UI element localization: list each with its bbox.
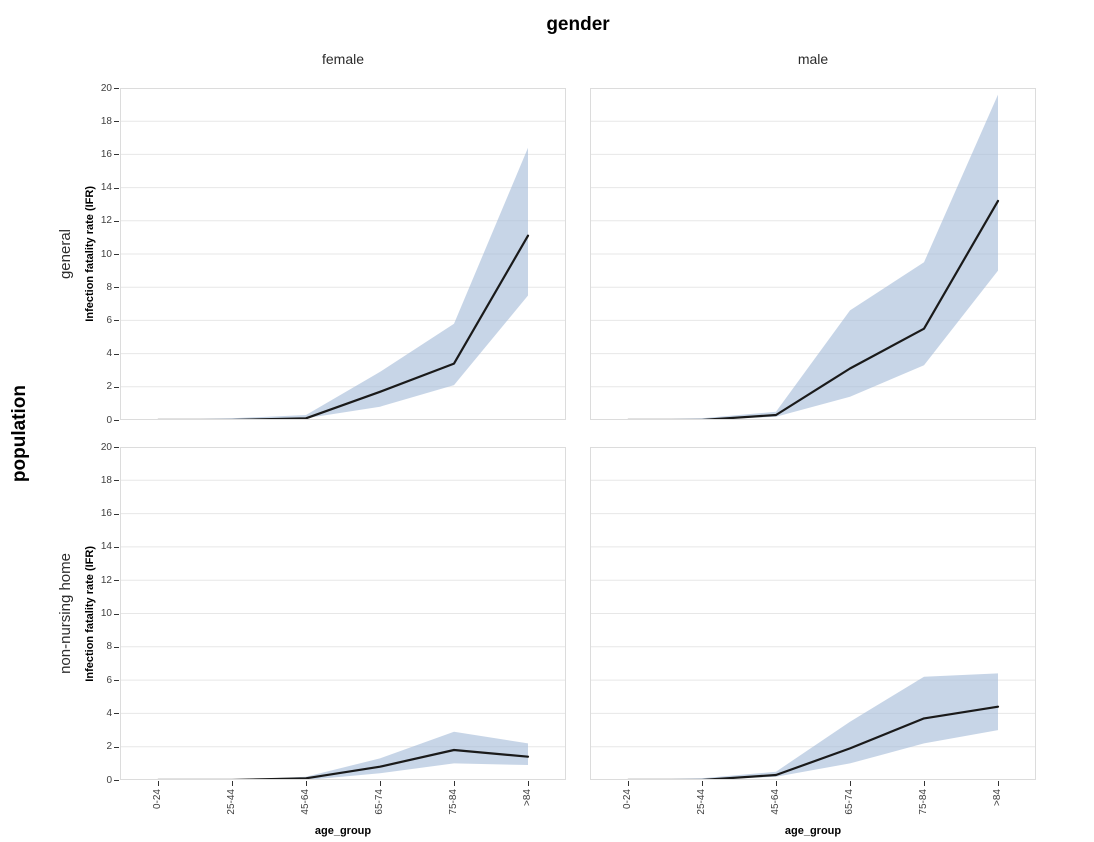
panel-non-nursing-home-male [590, 447, 1036, 780]
y-tick-label: 8 [106, 281, 112, 293]
y-tick-mark [114, 121, 119, 123]
y-tick-mark [114, 88, 119, 89]
x-axis-title-left: age_group [314, 825, 372, 837]
y-tick-label: 0 [106, 774, 112, 786]
x-tick-label: 25-44 [696, 789, 707, 815]
y-tick-mark [114, 254, 119, 255]
x-tick-mark [628, 781, 629, 786]
x-tick-mark [776, 781, 777, 786]
confidence-ribbon [628, 673, 998, 780]
facet-row-title: population [9, 385, 30, 483]
y-tick-mark [114, 220, 119, 222]
x-tick-mark [380, 781, 381, 786]
ifr-mean-line [626, 199, 1000, 420]
y-tick-mark [114, 780, 119, 781]
x-tick-label: >84 [992, 789, 1003, 806]
y-tick-mark [114, 447, 119, 448]
y-tick-label: 12 [100, 574, 112, 586]
x-tick-mark [158, 781, 159, 786]
y-tick-mark [114, 646, 119, 648]
y-tick-mark [114, 353, 119, 355]
y-tick-label: 2 [106, 741, 112, 753]
y-tick-mark [114, 580, 119, 582]
x-tick-mark [850, 781, 851, 786]
x-tick-mark [306, 781, 307, 786]
y-tick-label: 18 [100, 474, 112, 486]
y-tick-label: 14 [100, 541, 112, 553]
y-tick-mark [114, 187, 119, 189]
chart-title: gender [546, 14, 610, 35]
ifr-mean-line [156, 234, 530, 420]
x-tick-label: 65-74 [844, 789, 855, 815]
facet-strip-general: general [57, 228, 74, 280]
y-tick-label: 12 [100, 215, 112, 227]
panel-border [120, 447, 566, 780]
y-tick-label: 16 [100, 508, 112, 520]
y-tick-label: 10 [100, 608, 112, 619]
y-tick-mark [114, 386, 119, 388]
confidence-ribbon [158, 147, 528, 420]
y-tick-mark [114, 513, 119, 515]
x-tick-mark [454, 781, 455, 786]
x-tick-label: >84 [522, 789, 533, 806]
y-tick-mark [114, 154, 119, 156]
x-tick-mark [232, 781, 233, 786]
x-tick-label: 45-64 [300, 789, 311, 815]
x-tick-label: 75-84 [448, 789, 459, 815]
ifr-mean-line [156, 748, 530, 780]
y-tick-mark [114, 680, 119, 682]
y-tick-label: 0 [106, 414, 112, 426]
x-tick-label: 0-24 [622, 789, 633, 810]
y-tick-mark [114, 713, 119, 715]
y-tick-mark [114, 746, 119, 748]
x-tick-label: 0-24 [152, 789, 163, 810]
facet-row-title-container: population [4, 88, 36, 780]
x-tick-label: 65-74 [374, 789, 385, 815]
y-tick-mark [114, 420, 119, 421]
panel-non-nursing-home-female [120, 447, 566, 780]
y-tick-label: 10 [100, 248, 112, 260]
y-tick-mark [114, 287, 119, 289]
panel-border [120, 88, 566, 420]
x-tick-label: 25-44 [226, 789, 237, 815]
y-tick-label: 6 [106, 674, 112, 686]
y-tick-mark [114, 320, 119, 322]
y-tick-label: 14 [100, 182, 112, 194]
y-tick-label: 8 [106, 641, 112, 653]
ifr-mean-line [626, 705, 1000, 780]
facet-strip-male: male [797, 51, 829, 67]
x-tick-label: 75-84 [918, 789, 929, 815]
y-tick-label: 18 [100, 115, 112, 127]
x-tick-label: 45-64 [770, 789, 781, 815]
y-tick-mark [114, 546, 119, 548]
x-tick-mark [998, 781, 999, 786]
y-tick-mark [114, 613, 119, 615]
y-tick-label: 16 [100, 148, 112, 160]
facet-strip-female: female [321, 51, 365, 67]
y-tick-label: 6 [106, 314, 112, 326]
facet-strip-general-container: general [52, 88, 79, 420]
y-tick-label: 4 [106, 707, 112, 719]
confidence-ribbon [158, 731, 528, 780]
facet-strip-non-nursing-home-container: non-nursing home [52, 447, 79, 780]
y-tick-label: 20 [100, 441, 112, 453]
x-tick-mark [702, 781, 703, 786]
panel-border [590, 88, 1036, 420]
panel-general-female [120, 88, 566, 420]
x-tick-mark [528, 781, 529, 786]
y-tick-label: 4 [106, 348, 112, 360]
y-tick-mark [114, 480, 119, 482]
x-tick-mark [924, 781, 925, 786]
y-tick-label: 2 [106, 381, 112, 393]
panel-general-male [590, 88, 1036, 420]
facet-strip-non-nursing-home: non-nursing home [57, 553, 74, 674]
y-tick-label: 20 [100, 82, 112, 94]
panel-border [590, 447, 1036, 780]
x-axis-title-right: age_group [784, 825, 842, 837]
